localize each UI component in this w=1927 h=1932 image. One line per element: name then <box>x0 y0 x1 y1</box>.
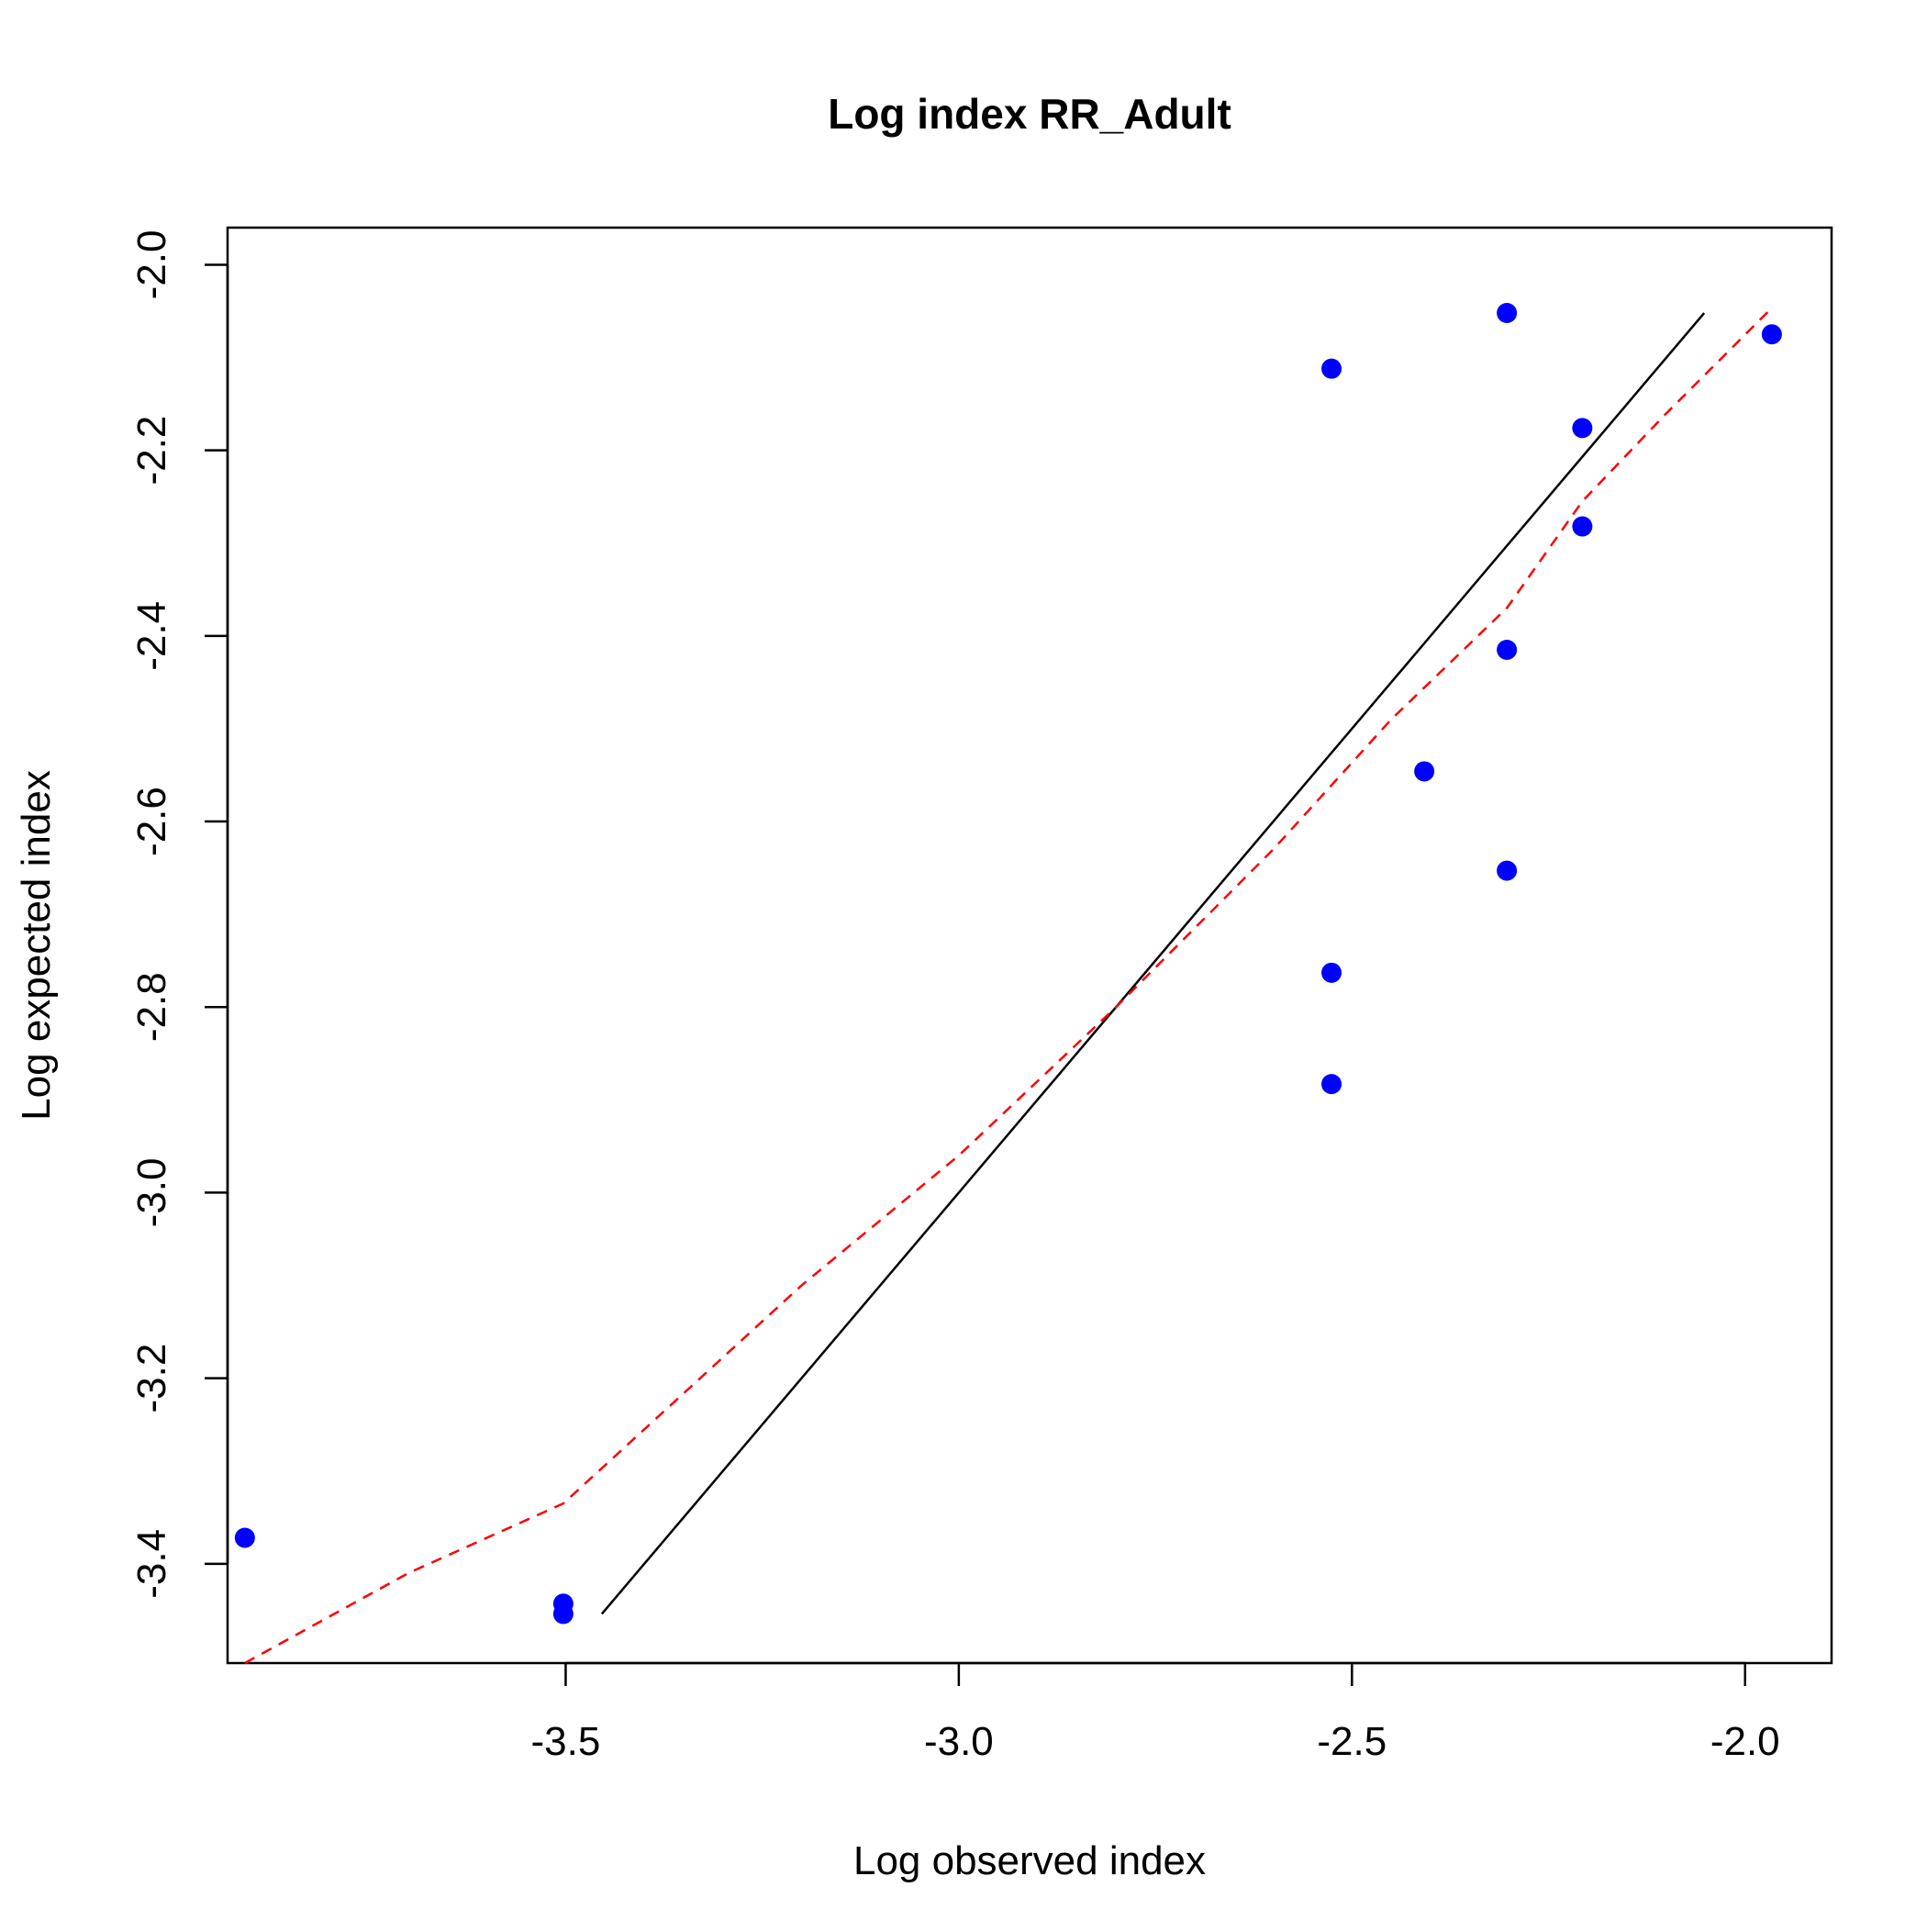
data-point <box>552 1603 574 1625</box>
y-tick-label: -2.2 <box>129 416 174 486</box>
y-tick-label: -2.4 <box>129 601 174 671</box>
smoother-dashed-line <box>244 310 1770 1665</box>
x-axis-label: Log observed index <box>853 1838 1206 1883</box>
x-tick-label: -3.5 <box>531 1719 601 1764</box>
y-tick-label: -3.2 <box>129 1344 174 1413</box>
y-tick-label: -3.0 <box>129 1158 174 1228</box>
one-to-one-line <box>600 312 1706 1615</box>
data-point <box>1414 761 1435 782</box>
x-axis: -3.5 -3.0 -2.5 -2.0 <box>531 1661 1780 1764</box>
y-tick-label: -3.4 <box>129 1529 174 1599</box>
y-tick-label: -2.8 <box>129 972 174 1042</box>
chart-title: Log index RR_Adult <box>828 90 1231 138</box>
data-point <box>1497 860 1518 881</box>
data-point <box>1572 516 1593 537</box>
y-axis-label: Log expected index <box>14 770 59 1121</box>
data-point <box>1321 962 1342 983</box>
data-point <box>1497 303 1518 324</box>
data-point <box>234 1527 255 1548</box>
y-tick-label: -2.0 <box>129 230 174 300</box>
series-layer <box>234 303 1782 1665</box>
data-point <box>1761 324 1782 345</box>
x-tick-label: -2.5 <box>1317 1719 1387 1764</box>
y-tick-label: -2.6 <box>129 787 174 856</box>
y-axis: -3.4 -3.2 -3.0 -2.8 -2.6 -2.4 -2.2 -2.0 <box>129 230 229 1599</box>
data-point <box>1497 640 1518 660</box>
x-tick-label: -3.0 <box>924 1719 994 1764</box>
x-tick-label: -2.0 <box>1710 1719 1780 1764</box>
data-point <box>1321 358 1342 379</box>
data-point <box>1321 1074 1342 1095</box>
data-point <box>1572 418 1593 439</box>
